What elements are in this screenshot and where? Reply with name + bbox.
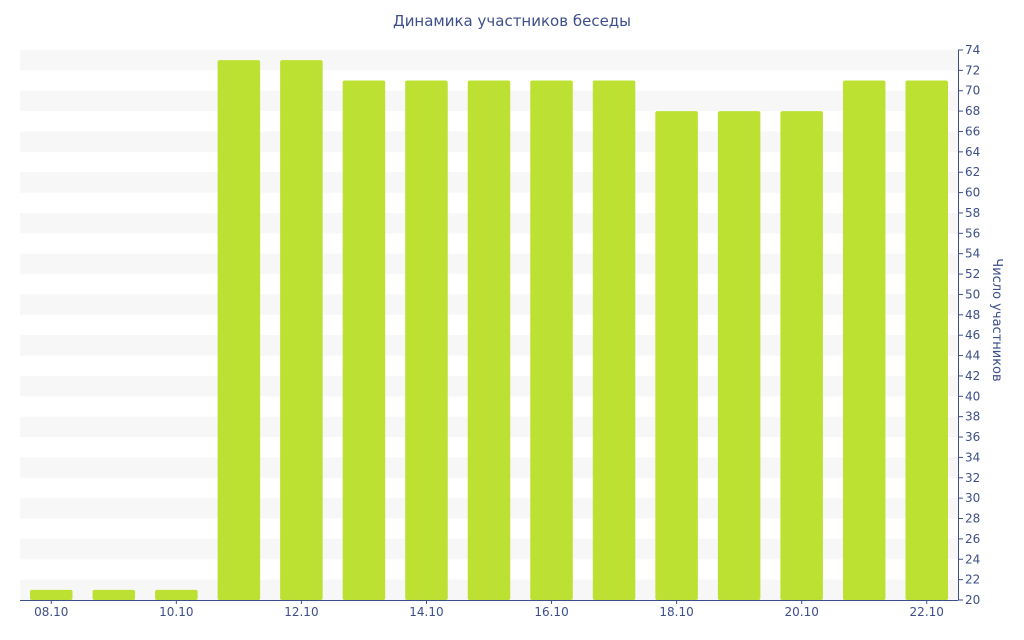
y-tick-label: 38 bbox=[965, 410, 980, 424]
y-tick-label: 56 bbox=[965, 226, 980, 240]
bar-18.10[interactable] bbox=[655, 111, 698, 600]
axes bbox=[20, 49, 963, 604]
y-tick-label: 74 bbox=[965, 43, 980, 57]
y-tick-label: 48 bbox=[965, 308, 980, 322]
y-tick-label: 72 bbox=[965, 63, 980, 77]
y-tick-label: 50 bbox=[965, 287, 980, 301]
y-axis-title: Число участников bbox=[989, 258, 1004, 381]
y-tick-label: 46 bbox=[965, 328, 980, 342]
bar-14.10[interactable] bbox=[405, 80, 448, 601]
y-tick-label: 28 bbox=[965, 512, 980, 526]
x-tick-label: 10.10 bbox=[159, 605, 193, 619]
bar-17.10[interactable] bbox=[592, 80, 636, 601]
grid-band bbox=[20, 50, 958, 71]
y-tick-label: 20 bbox=[965, 593, 980, 607]
y-tick-label: 62 bbox=[965, 165, 980, 179]
y-tick-label: 24 bbox=[965, 552, 980, 566]
bar-13.10[interactable] bbox=[342, 80, 386, 601]
bar-11.10[interactable] bbox=[217, 60, 261, 601]
y-tick-label: 66 bbox=[965, 124, 980, 138]
bar-09.10[interactable] bbox=[92, 589, 136, 600]
y-tick-label: 60 bbox=[965, 186, 980, 200]
x-tick-label: 08.10 bbox=[34, 605, 68, 619]
x-tick-label: 20.10 bbox=[784, 605, 818, 619]
y-tick-label: 36 bbox=[965, 430, 980, 444]
y-tick-label: 22 bbox=[965, 573, 980, 587]
bar-19.10[interactable] bbox=[717, 111, 761, 600]
x-tick-label: 12.10 bbox=[284, 605, 318, 619]
bar-08.10[interactable] bbox=[30, 589, 73, 600]
x-tick-label: 14.10 bbox=[409, 605, 443, 619]
y-tick-label: 54 bbox=[965, 247, 980, 261]
y-tick-label: 42 bbox=[965, 369, 980, 383]
bars bbox=[30, 60, 948, 601]
bar-21.10[interactable] bbox=[842, 80, 886, 601]
y-tick-label: 58 bbox=[965, 206, 980, 220]
y-tick-label: 68 bbox=[965, 104, 980, 118]
y-tick-label: 34 bbox=[965, 450, 980, 464]
bar-22.10[interactable] bbox=[905, 80, 948, 601]
y-tick-label: 44 bbox=[965, 349, 980, 363]
y-tick-label: 40 bbox=[965, 389, 980, 403]
bar-10.10[interactable] bbox=[155, 589, 198, 600]
tick-labels: 20 22 24 26 28 30 32 34 36 38 40 42 44 46 48 50 52 54 56 58… bbox=[34, 43, 980, 619]
x-tick-label: 16.10 bbox=[534, 605, 568, 619]
y-tick-label: 32 bbox=[965, 471, 980, 485]
bar-15.10[interactable] bbox=[467, 80, 511, 601]
bar-20.10[interactable] bbox=[780, 111, 823, 600]
y-tick-label: 64 bbox=[965, 145, 980, 159]
chart-title: Динамика участников беседы bbox=[392, 12, 632, 30]
bar-12.10[interactable] bbox=[280, 60, 323, 601]
x-tick-label: 18.10 bbox=[659, 605, 693, 619]
y-tick-label: 52 bbox=[965, 267, 980, 281]
x-tick-label: 22.10 bbox=[910, 605, 944, 619]
y-tick-label: 30 bbox=[965, 491, 980, 505]
y-tick-label: 70 bbox=[965, 84, 980, 98]
y-tick-label: 26 bbox=[965, 532, 980, 546]
bar-16.10[interactable] bbox=[530, 80, 573, 601]
